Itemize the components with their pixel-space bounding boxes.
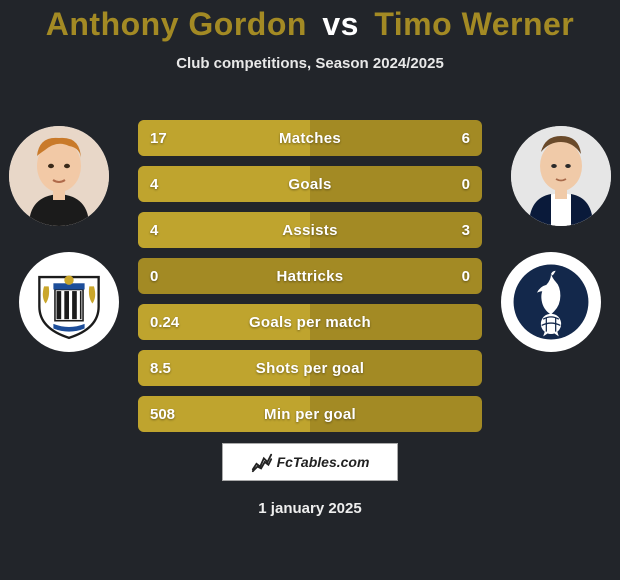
date-label: 1 january 2025 [0, 500, 620, 517]
player1-name: Anthony Gordon [46, 6, 307, 42]
fctables-logo: FcTables.com [222, 443, 398, 481]
stat-row: 0.24 Goals per match [138, 304, 482, 340]
stat-row: 17 Matches 6 [138, 120, 482, 156]
player2-name: Timo Werner [374, 6, 574, 42]
stat-label: Min per goal [190, 406, 430, 423]
subtitle: Club competitions, Season 2024/2025 [0, 55, 620, 72]
stat-value-right: 0 [430, 176, 470, 193]
chart-lines-icon [251, 451, 273, 473]
stat-row: 508 Min per goal [138, 396, 482, 432]
stat-value-left: 508 [150, 406, 190, 423]
stat-label: Hattricks [190, 268, 430, 285]
stat-row: 0 Hattricks 0 [138, 258, 482, 294]
logo-text: FcTables.com [277, 454, 370, 470]
stat-value-right: 6 [430, 130, 470, 147]
vs-separator: vs [322, 6, 359, 42]
stats-bars: 17 Matches 6 4 Goals 0 4 Assists 3 0 Hat… [138, 120, 482, 442]
comparison-title: Anthony Gordon vs Timo Werner [0, 0, 620, 43]
stat-value-left: 0.24 [150, 314, 190, 331]
stat-value-left: 4 [150, 176, 190, 193]
stat-label: Assists [190, 222, 430, 239]
stat-row: 8.5 Shots per goal [138, 350, 482, 386]
stat-label: Shots per goal [190, 360, 430, 377]
stat-label: Matches [190, 130, 430, 147]
stat-value-left: 4 [150, 222, 190, 239]
stat-label: Goals [190, 176, 430, 193]
stat-value-left: 17 [150, 130, 190, 147]
stat-value-left: 8.5 [150, 360, 190, 377]
stat-row: 4 Goals 0 [138, 166, 482, 202]
stat-value-right: 0 [430, 268, 470, 285]
player2-portrait [511, 126, 611, 226]
player1-portrait [9, 126, 109, 226]
stat-label: Goals per match [190, 314, 430, 331]
tottenham-crest-icon [501, 252, 601, 352]
stat-value-right: 3 [430, 222, 470, 239]
stat-value-left: 0 [150, 268, 190, 285]
newcastle-crest-icon [19, 252, 119, 352]
stat-row: 4 Assists 3 [138, 212, 482, 248]
